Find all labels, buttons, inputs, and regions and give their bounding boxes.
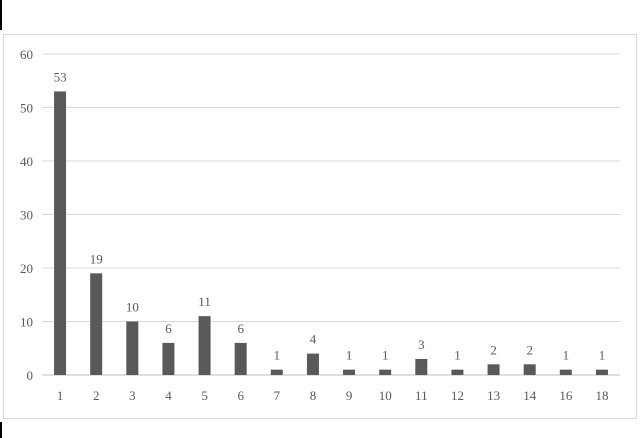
x-tick-label: 11: [415, 388, 428, 403]
y-tick-label: 40: [20, 154, 33, 169]
bar: [595, 369, 608, 375]
x-tick-label: 18: [595, 388, 608, 403]
x-tick-label: 8: [310, 388, 317, 403]
data-label: 1: [563, 348, 570, 363]
x-tick-label: 4: [165, 388, 172, 403]
gridlines: [42, 53, 620, 376]
data-label: 2: [490, 342, 497, 357]
x-tick-label: 1: [57, 388, 64, 403]
bar: [379, 369, 392, 375]
x-tick-label: 7: [274, 388, 281, 403]
y-tick-label: 10: [20, 315, 33, 330]
data-label: 19: [90, 251, 103, 266]
bar: [523, 364, 536, 375]
bar: [343, 369, 356, 375]
x-tick-label: 6: [237, 388, 244, 403]
bar: [306, 353, 319, 375]
bar: [415, 358, 428, 375]
data-label: 3: [418, 337, 425, 352]
x-tick-label: 12: [451, 388, 464, 403]
data-label: 11: [198, 294, 211, 309]
data-label: 6: [165, 321, 172, 336]
data-label: 1: [454, 348, 461, 363]
bar: [270, 369, 283, 375]
x-tick-label: 2: [93, 388, 100, 403]
bar: [126, 321, 139, 375]
y-tick-label: 0: [27, 368, 34, 383]
x-tick-label: 5: [201, 388, 208, 403]
bar: [487, 364, 500, 375]
window-edge-mark: [0, 422, 2, 438]
data-label: 53: [54, 69, 67, 84]
bars: [54, 91, 608, 375]
x-tick-label: 10: [379, 388, 392, 403]
window-edge-mark: [0, 0, 2, 30]
bar: [198, 316, 211, 375]
chart-area: [3, 34, 637, 419]
x-tick-label: 3: [129, 388, 136, 403]
data-label: 6: [237, 321, 244, 336]
x-tick-label: 9: [346, 388, 353, 403]
data-label: 2: [526, 342, 533, 357]
bar: [559, 369, 572, 375]
bar: [234, 342, 247, 375]
x-tick-label: 13: [487, 388, 500, 403]
x-axis-ticks: 1 2 3 4 5 6 7 8 9 10 11 12 13 14 16 18: [57, 388, 609, 403]
bar: [451, 369, 464, 375]
y-axis-ticks: 0 10 20 30 40 50 60: [20, 47, 33, 383]
data-label: 1: [599, 348, 606, 363]
y-tick-label: 20: [20, 261, 33, 276]
data-label: 1: [382, 348, 389, 363]
data-label: 1: [274, 348, 281, 363]
x-tick-label: 16: [559, 388, 573, 403]
bar: [54, 91, 67, 375]
y-tick-label: 50: [20, 101, 33, 116]
y-tick-label: 30: [20, 208, 33, 223]
y-tick-label: 60: [20, 47, 33, 62]
data-label: 4: [310, 332, 317, 347]
data-label: 1: [346, 348, 353, 363]
bar: [162, 342, 175, 375]
x-tick-label: 14: [523, 388, 537, 403]
data-label: 10: [126, 300, 139, 315]
bar: [90, 273, 103, 375]
